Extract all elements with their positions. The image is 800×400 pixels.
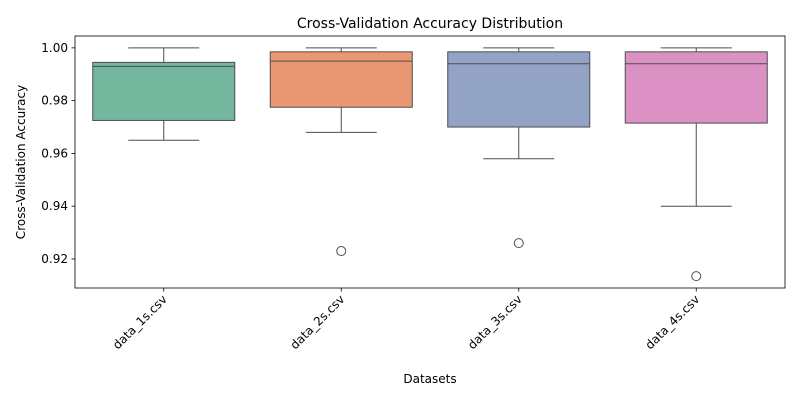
y-axis-label: Cross-Validation Accuracy: [14, 85, 28, 239]
outlier-point: [513, 238, 524, 249]
x-axis-label: Datasets: [403, 372, 456, 386]
outlier-point: [691, 271, 702, 282]
y-tick-label: 0.96: [41, 146, 68, 160]
axes-frame: [74, 35, 786, 289]
box-data-2s-csv: [269, 47, 413, 257]
x-tick-label: data_1s.csv: [110, 292, 170, 352]
y-tick-label: 0.98: [41, 94, 68, 108]
x-tick-label: data_4s.csv: [642, 292, 702, 352]
x-tick-label: data_3s.csv: [465, 292, 525, 352]
iqr-box: [92, 61, 236, 121]
iqr-box: [269, 51, 413, 108]
iqr-box: [447, 51, 591, 128]
y-axis: 0.92 0.94 0.96 0.98 1.00: [41, 41, 75, 266]
chart-title: Cross-Validation Accuracy Distribution: [297, 16, 563, 32]
y-tick-label: 1.00: [41, 41, 68, 55]
plot-area: [92, 47, 768, 282]
y-tick-label: 0.94: [41, 199, 68, 213]
x-tick-label: data_2s.csv: [287, 292, 347, 352]
x-axis: data_1s.csv data_2s.csv data_3s.csv data_4s…: [110, 288, 702, 352]
outlier-point: [336, 246, 347, 257]
box-data-4s-csv: [624, 47, 768, 282]
y-tick-label: 0.92: [41, 252, 68, 266]
box-data-3s-csv: [447, 47, 591, 249]
iqr-box: [624, 51, 768, 124]
box-data-1s-csv: [92, 47, 236, 141]
